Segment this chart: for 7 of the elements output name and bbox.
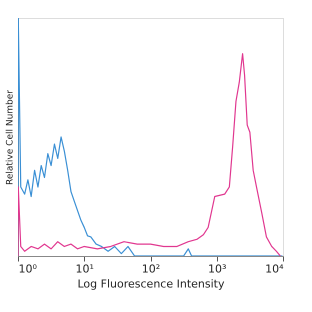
x-tick-label: 10¹ — [76, 262, 94, 276]
x-tick-label: 10⁰ — [18, 262, 38, 276]
x-tick-label: 10² — [142, 262, 160, 276]
y-axis-title: Relative Cell Number — [6, 90, 16, 185]
x-axis-title: Log Fluorescence Intensity — [78, 278, 225, 290]
x-tick-label: 10³ — [208, 262, 226, 276]
x-tick-label: 10⁴ — [265, 262, 284, 276]
